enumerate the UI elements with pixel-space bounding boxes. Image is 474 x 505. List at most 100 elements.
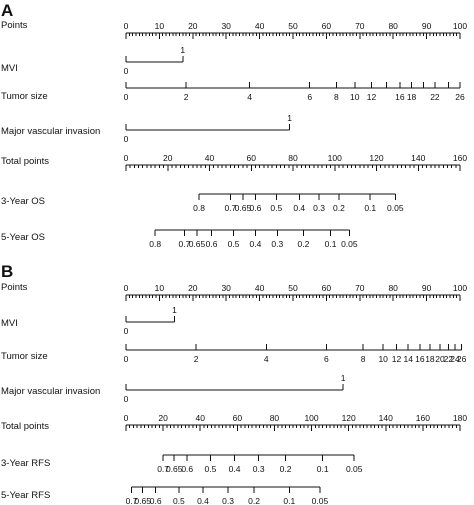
panel-a-points-tick-label-40: 40	[255, 21, 265, 31]
panel-a-5-year-os-tick-label-0-7: 0.7	[179, 239, 191, 249]
panel-a-major-vascular-invasion-tick-label-1: 1	[287, 113, 292, 123]
panel-b-tumor-size-tick-label-4: 4	[264, 354, 269, 364]
panel-a-3-year-os-label: 3-Year OS	[1, 196, 45, 207]
panel-b-tumor-size-tick-label-16: 16	[415, 354, 425, 364]
panel-a-tumor-size-tick-label-4: 4	[247, 92, 252, 102]
panel-b-3-year-rfs-tick-label-0-3: 0.3	[253, 464, 265, 474]
panel-a-3-year-os-tick-label-0-05: 0.05	[387, 203, 404, 213]
panel-b-major-vascular-invasion-row: Major vascular invasion 0 1	[1, 373, 346, 404]
panel-b-points-label: Points	[1, 282, 28, 293]
panel-a-letter: A	[1, 1, 13, 20]
panel-b-tumor-size-tick-label-6: 6	[324, 354, 329, 364]
panel-b-3-year-rfs-tick-label-0-4: 0.4	[229, 464, 241, 474]
panel-b-tumor-size-tick-label-0: 0	[124, 354, 129, 364]
panel-a-total-points-tick-label-20: 20	[163, 153, 173, 163]
panel-b-mvi-label: MVI	[1, 318, 18, 329]
panel-a-3-year-os-tick-label-0-3: 0.3	[313, 203, 325, 213]
panel-b-total-points-tick-label-100: 100	[304, 413, 318, 423]
panel-a-3-year-os-tick-label-0-6: 0.6	[250, 203, 262, 213]
panel-b-5-year-rfs-tick-label-0-1: 0.1	[283, 496, 295, 505]
panel-a-5-year-os-tick-label-0-1: 0.1	[325, 239, 337, 249]
panel-a-mvi-label: MVI	[1, 63, 18, 74]
panel-a-tumor-size-row: Tumor size 0 2 4 6 8 10 12 16 18 22 26	[1, 82, 465, 102]
panel-b-tumor-size-tick-label-8: 8	[361, 354, 366, 364]
panel-a-points-tick-label-50: 50	[288, 21, 298, 31]
panel-a-5-year-os-tick-label-0-5: 0.5	[228, 239, 240, 249]
panel-b-3-year-rfs-tick-label-0-2: 0.2	[280, 464, 292, 474]
panel-b-points-tick-label-10: 10	[155, 283, 165, 293]
panel-a-total-points-tick-label-120: 120	[369, 153, 383, 163]
panel-b-total-points-tick-label-120: 120	[342, 413, 356, 423]
panel-b-points-tick-label-90: 90	[422, 283, 432, 293]
panel-b-total-points-row: Total points 0 20 40 60 80 100 120 140 160 180	[1, 413, 467, 432]
panel-a-total-points-tick-label-100: 100	[328, 153, 342, 163]
panel-b-5-year-rfs-tick-label-0-4: 0.4	[197, 496, 209, 505]
panel-b-tumor-size-tick-label-22: 22	[444, 354, 454, 364]
panel-b-total-points-tick-label-160: 160	[416, 413, 430, 423]
panel-b-tumor-size-tick-label-14: 14	[403, 354, 413, 364]
panel-b-5-year-rfs-row: 5-Year RFS 0.70.650.6 0.5 0.4 0.3 0.2 0.1 0.05	[1, 486, 329, 505]
panel-a-total-points-tick-label-80: 80	[288, 153, 298, 163]
panel-b-total-points-tick-label-40: 40	[195, 413, 205, 423]
panel-a-points-tick-label-90: 90	[422, 21, 432, 31]
panel-a-3-year-os-tick-label-0-4: 0.4	[293, 203, 305, 213]
panel-a-points-tick-label-0: 0	[124, 21, 129, 31]
panel-a-total-points-tick-label-60: 60	[247, 153, 257, 163]
panel-b-5-year-rfs-tick-label-0-2: 0.2	[248, 496, 260, 505]
panel-a-tumor-size-tick-label-2: 2	[184, 92, 189, 102]
panel-a-mvi-row: MVI 0 1	[1, 45, 185, 76]
panel-b-5-year-rfs-tick-label-0-65: 0.65	[134, 496, 151, 505]
panel-a-total-points-row: Total points 0 20 40 60 80 100 120 140 160	[1, 153, 467, 171]
panel-a-mvi-tick-label-0: 0	[124, 66, 129, 76]
panel-b-total-points-tick-label-0: 0	[124, 413, 129, 423]
panel-b-points-tick-label-30: 30	[221, 283, 231, 293]
panel-a-5-year-os-tick-label-0-05: 0.05	[341, 239, 358, 249]
panel-b-5-year-rfs-label: 5-Year RFS	[1, 490, 50, 501]
panel-b-5-year-rfs-tick-label-0-05: 0.05	[312, 496, 329, 505]
panel-b-total-points-label: Total points	[1, 421, 49, 432]
panel-b-3-year-rfs-label: 3-Year RFS	[1, 458, 50, 469]
panel-b-points-row: Points 0 10 20 30 40 50 60 70 80 90 100	[1, 282, 467, 301]
panel-b-points-tick-label-80: 80	[388, 283, 398, 293]
panel-b-total-points-tick-label-20: 20	[158, 413, 168, 423]
panel-a-3-year-os-tick-label-0-1: 0.1	[364, 203, 376, 213]
panel-b-points-tick-label-20: 20	[188, 283, 198, 293]
panel-a-mvi-tick-label-1: 1	[180, 45, 185, 55]
panel-b-tumor-size-tick-label-24: 24	[450, 354, 460, 364]
panel-a-points-tick-label-20: 20	[188, 21, 198, 31]
panel-b-tumor-size-tick-label-2: 2	[194, 354, 199, 364]
panel-a-total-points-tick-label-160: 160	[453, 153, 467, 163]
panel-a-major-vascular-invasion-label: Major vascular invasion	[1, 126, 100, 137]
panel-a-major-vascular-invasion-row: Major vascular invasion 0 1	[1, 113, 292, 144]
panel-a-3-year-os-tick-label-0-7: 0.7	[224, 203, 236, 213]
panel-a-tumor-size-tick-label-0: 0	[124, 92, 129, 102]
panel-b-points-tick-label-100: 100	[453, 283, 467, 293]
panel-a-5-year-os-tick-label-0-3: 0.3	[271, 239, 283, 249]
panel-a-tumor-size-tick-label-8: 8	[334, 92, 339, 102]
panel-b-5-year-rfs-tick-label-0-3: 0.3	[222, 496, 234, 505]
panel-a-tumor-size-label: Tumor size	[1, 91, 48, 102]
panel-b-tumor-size-tick-label-18: 18	[425, 354, 435, 364]
panel-b-points-tick-label-70: 70	[355, 283, 365, 293]
panel-b-total-points-tick-label-180: 180	[453, 413, 467, 423]
panel-b-mvi-tick-label-0: 0	[124, 326, 129, 336]
panel-b-3-year-rfs-tick-label-0-6: 0.6	[181, 464, 193, 474]
panel-b-points-tick-label-40: 40	[255, 283, 265, 293]
panel-a-5-year-os-label: 5-Year OS	[1, 232, 45, 243]
panel-a-tumor-size-tick-label-10: 10	[350, 92, 360, 102]
panel-b-major-vascular-invasion-label: Major vascular invasion	[1, 386, 100, 397]
panel-a-points-tick-label-100: 100	[453, 21, 467, 31]
panel-a-total-points-tick-label-140: 140	[411, 153, 425, 163]
panel-b-total-points-tick-label-80: 80	[270, 413, 280, 423]
panel-a-points-tick-label-70: 70	[355, 21, 365, 31]
panel-a-tumor-size-tick-label-16: 16	[395, 92, 405, 102]
panel-b-5-year-rfs-tick-label-0-5: 0.5	[173, 496, 185, 505]
panel-a-total-points-label: Total points	[1, 156, 49, 167]
panel-a-3-year-os-tick-label-0-5: 0.5	[270, 203, 282, 213]
panel-a-3-year-os-tick-label-0-65: 0.65	[235, 203, 252, 213]
